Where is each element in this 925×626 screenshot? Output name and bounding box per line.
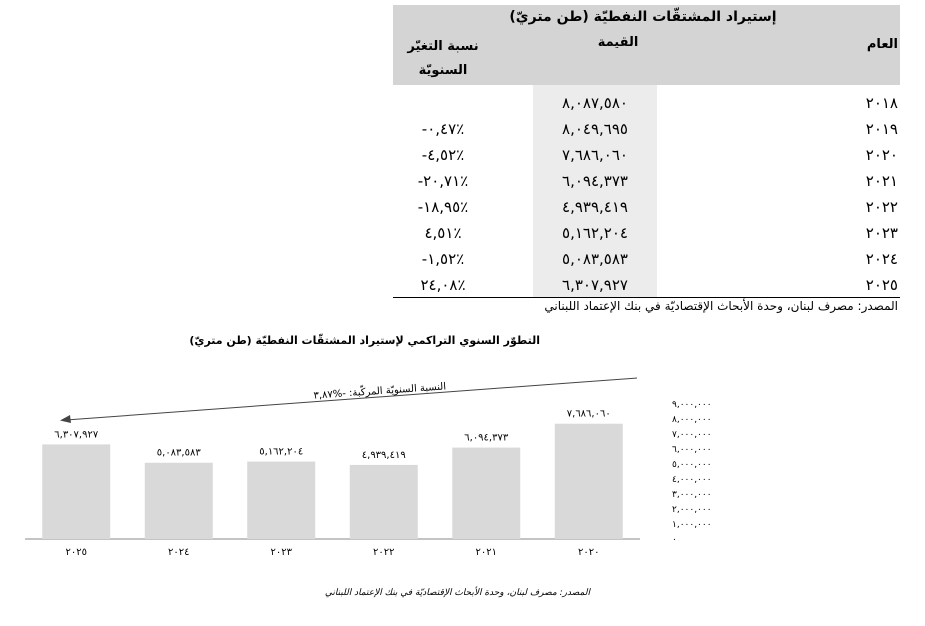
cell-year: ٢٠٢١: [865, 172, 898, 190]
cell-year: ٢٠١٨: [865, 94, 898, 112]
cagr-arrowhead-icon: [60, 415, 71, 423]
table-bottom-rule: [393, 297, 900, 298]
cell-year: ٢٠٢٢: [865, 198, 898, 216]
table-row: ٢٠١٩ ٨,٠٤٩,٦٩٥ -٠,٤٧٪: [393, 116, 900, 142]
bar: [42, 444, 111, 539]
bar-value-label: ٤,٩٣٩,٤١٩: [362, 450, 406, 461]
y-tick-label: ٤,٠٠٠,٠٠٠: [672, 475, 712, 485]
chart-title: التطوّر السنوي التراكمي لإستيراد المشتقّ…: [189, 334, 540, 347]
column-header-value: القيمة: [597, 35, 639, 50]
cell-value: ٥,٠٨٣,٥٨٣: [562, 250, 628, 268]
cell-value: ٦,٣٠٧,٩٢٧: [562, 276, 628, 294]
cell-change: ٢٤,٠٨٪: [420, 276, 466, 294]
bar: [452, 447, 521, 539]
cell-change: -٢٠,٧١٪: [417, 172, 469, 190]
cell-year: ٢٠٢٣: [865, 224, 898, 242]
bar-value-label: ٧,٦٨٦,٠٦٠: [567, 409, 611, 420]
cell-change: -١٨,٩٥٪: [417, 198, 469, 216]
table-source-note: المصدر: مصرف لبنان، وحدة الأبحاث الإقتصا…: [544, 299, 898, 313]
cagr-annotation: النسبة السنويّة المركّبة: -%٣,٨٧: [313, 379, 446, 402]
x-tick-label: ٢٠٢٥: [66, 547, 87, 558]
cell-year: ٢٠١٩: [865, 120, 898, 138]
table-row: ٢٠٢٥ ٦,٣٠٧,٩٢٧ ٢٤,٠٨٪: [393, 272, 900, 298]
table-title: إستيراد المشتقّات النفطيّة (طن متريّ): [509, 9, 777, 25]
chart-source-note: المصدر: مصرف لبنان، وحدة الأبحاث الإقتصا…: [324, 588, 590, 598]
x-tick-label: ٢٠٢٠: [578, 547, 599, 558]
cell-value: ٧,٦٨٦,٠٦٠: [562, 146, 628, 164]
column-header-change-line1: نسبة التغيّر: [407, 39, 479, 54]
table-row: ٢٠٢١ ٦,٠٩٤,٣٧٣ -٢٠,٧١٪: [393, 168, 900, 194]
x-tick-label: ٢٠٢٤: [168, 547, 189, 558]
cagr-arrow-line: [65, 377, 638, 421]
cell-value: ٦,٠٩٤,٣٧٣: [562, 172, 628, 190]
y-tick-label: ٠: [672, 535, 677, 545]
value-column-band: [533, 85, 657, 297]
bar-value-label: ٦,٠٩٤,٣٧٣: [464, 433, 509, 444]
y-tick-label: ٥,٠٠٠,٠٠٠: [672, 460, 712, 470]
bar: [554, 423, 623, 539]
y-tick-label: ٦,٠٠٠,٠٠٠: [672, 445, 712, 455]
cell-value: ٥,١٦٢,٢٠٤: [562, 224, 628, 242]
cell-year: ٢٠٢٠: [865, 146, 898, 164]
cell-value: ٨,٠٤٩,٦٩٥: [562, 120, 628, 138]
cell-value: ٤,٩٣٩,٤١٩: [562, 198, 628, 216]
column-header-change: نسبة التغيّر السنويّة: [393, 35, 493, 83]
y-tick-label: ١,٠٠٠,٠٠٠: [672, 520, 712, 530]
cell-year: ٢٠٢٥: [865, 276, 898, 294]
table-row: ٢٠٢٤ ٥,٠٨٣,٥٨٣ -١,٥٢٪: [393, 246, 900, 272]
table-row: ٢٠٢٢ ٤,٩٣٩,٤١٩ -١٨,٩٥٪: [393, 194, 900, 220]
cell-change: -٠,٤٧٪: [421, 120, 465, 138]
bar: [349, 464, 418, 539]
y-tick-label: ٢,٠٠٠,٠٠٠: [672, 505, 712, 515]
cell-value: ٨,٠٨٧,٥٨٠: [562, 94, 628, 112]
table-row: ٢٠١٨ ٨,٠٨٧,٥٨٠: [393, 90, 900, 116]
y-tick-label: ٩,٠٠٠,٠٠٠: [672, 400, 712, 410]
cell-year: ٢٠٢٤: [865, 250, 898, 268]
x-tick-label: ٢٠٢٣: [271, 547, 293, 558]
bar: [247, 461, 316, 539]
y-tick-label: ٨,٠٠٠,٠٠٠: [672, 415, 712, 425]
bar-value-label: ٥,٠٨٣,٥٨٣: [157, 448, 202, 459]
column-header-change-line2: السنويّة: [418, 63, 468, 78]
x-tick-label: ٢٠٢١: [476, 547, 497, 558]
bar-chart: ٦,٣٠٧,٩٢٧ ٢٠٢٥ ٥,٠٨٣,٥٨٣ ٢٠٢٤ ٥,١٦٢,٢٠٤ ٢٠٢٣ ٤…: [25, 377, 712, 558]
y-tick-label: ٣,٠٠٠,٠٠٠: [672, 490, 712, 500]
cell-change: -٤,٥٢٪: [421, 146, 465, 164]
table-row: ٢٠٢٣ ٥,١٦٢,٢٠٤ ٤,٥١٪: [393, 220, 900, 246]
column-header-year: العام: [866, 37, 898, 52]
cell-change: -١,٥٢٪: [421, 250, 465, 268]
y-tick-label: ٧,٠٠٠,٠٠٠: [672, 430, 712, 440]
cell-change: ٤,٥١٪: [424, 224, 462, 242]
bar-value-label: ٦,٣٠٧,٩٢٧: [54, 429, 99, 440]
table-header: إستيراد المشتقّات النفطيّة (طن متريّ) ال…: [393, 5, 900, 85]
bar: [144, 462, 213, 539]
table-row: ٢٠٢٠ ٧,٦٨٦,٠٦٠ -٤,٥٢٪: [393, 142, 900, 168]
x-tick-label: ٢٠٢٢: [373, 547, 394, 558]
bar-value-label: ٥,١٦٢,٢٠٤: [259, 447, 303, 458]
